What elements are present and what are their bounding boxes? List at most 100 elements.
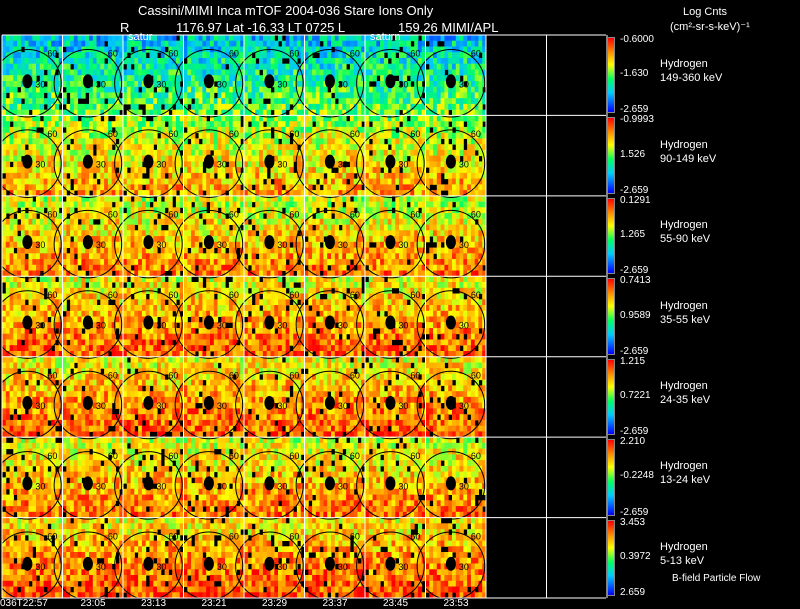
saturn-disk (82, 556, 93, 571)
ring-30 (295, 531, 365, 601)
ring-label-30: 30 (277, 240, 287, 250)
ring-label-60: 60 (289, 451, 299, 461)
energy-range-label: 149-360 keV (660, 72, 723, 85)
footnote: B-field Particle Flow (672, 573, 761, 584)
units-label: (cm²-sr-s-keV)⁻¹ (670, 21, 750, 33)
saturn-disk (203, 395, 214, 410)
ring-label-60: 60 (229, 531, 239, 541)
ring-label-30: 30 (277, 321, 287, 331)
ring-label-60: 60 (168, 210, 178, 220)
ring-label-60: 60 (289, 210, 299, 220)
saturn-disk (445, 395, 456, 410)
colorbar-min-label: -2.659 (620, 184, 649, 196)
row-label: Hydrogen 13-24 keV (660, 459, 710, 487)
ring-label-60: 60 (410, 129, 420, 139)
ring-label-60: 60 (108, 49, 118, 59)
ring-30 (53, 48, 123, 118)
position-readout: 1176.97 Lat -16.33 LT 0725 L (176, 20, 346, 35)
ring-30 (416, 48, 486, 118)
colorbar-min-label: -2.659 (620, 345, 649, 357)
ring-label-60: 60 (108, 129, 118, 139)
saturn-disk (324, 74, 335, 89)
ring-30 (174, 48, 244, 118)
ring-label-60: 60 (289, 531, 299, 541)
ring-label-60: 60 (108, 370, 118, 380)
ring-label-60: 60 (108, 531, 118, 541)
ring-label-60: 60 (289, 129, 299, 139)
ring-label-30: 30 (459, 79, 469, 89)
ring-30 (356, 129, 425, 198)
ring-label-30: 30 (96, 481, 106, 491)
saturn-disk (324, 556, 335, 571)
ring-30 (53, 531, 123, 601)
ring-label-30: 30 (156, 321, 166, 331)
ring-label-60: 60 (229, 49, 239, 59)
r-label: R (120, 20, 130, 35)
time-tick-label: 23:05 (80, 598, 106, 609)
ring-30 (174, 531, 244, 601)
ring-label-30: 30 (217, 321, 227, 331)
ring-label-60: 60 (350, 49, 360, 59)
saturn-disk (264, 476, 275, 491)
energy-range-label: 5-13 keV (660, 554, 705, 567)
ring-label-60: 60 (168, 451, 178, 461)
ring-label-30: 30 (459, 321, 469, 331)
saturn-disk (264, 235, 275, 250)
ring-30 (295, 129, 365, 198)
saturn-disk (385, 556, 396, 571)
ring-label-30: 30 (338, 401, 348, 411)
ring-label-30: 30 (338, 321, 348, 331)
row-label: Hydrogen 35-55 keV (660, 299, 710, 327)
ring-label-60: 60 (410, 290, 420, 300)
ring-label-60: 60 (229, 451, 239, 461)
ring-label-60: 60 (289, 49, 299, 59)
colorbar (607, 519, 615, 596)
ring-label-60: 60 (168, 129, 178, 139)
colorbar-min-label: 2.659 (620, 587, 646, 598)
ring-label-60: 60 (108, 210, 118, 220)
ring-label-30: 30 (35, 481, 45, 491)
ring-30 (53, 129, 123, 198)
saturn-disk (22, 154, 33, 169)
ring-label-30: 30 (459, 160, 469, 170)
ring-30 (174, 451, 244, 520)
energy-range-label: 13-24 keV (660, 474, 711, 487)
saturn-disk (143, 74, 154, 89)
ring-label-30: 30 (96, 562, 106, 572)
saturn-disk (82, 476, 93, 491)
saturn-label-1: satur (128, 31, 153, 43)
saturn-disk (203, 315, 214, 330)
species-label: Hydrogen (660, 219, 708, 232)
saturn-disk (203, 154, 214, 169)
ring-30 (416, 451, 486, 520)
ring-30 (0, 531, 62, 601)
row-label: Hydrogen 149-360 keV (660, 57, 722, 85)
ring-label-30: 30 (156, 481, 166, 491)
ring-label-30: 30 (156, 160, 166, 170)
colorbar (607, 197, 615, 275)
ring-label-60: 60 (47, 531, 57, 541)
ring-30 (356, 451, 425, 520)
ring-30 (295, 370, 365, 440)
ring-label-60: 60 (471, 451, 481, 461)
colorbar-max-label: 0.7413 (620, 275, 651, 287)
saturn-disk (203, 235, 214, 250)
time-tick-label: 23:45 (383, 598, 409, 609)
ring-label-30: 30 (35, 79, 45, 89)
ring-label-30: 30 (217, 240, 227, 250)
ring-label-30: 30 (156, 562, 166, 572)
ring-label-30: 30 (338, 79, 348, 89)
ring-30 (114, 531, 183, 601)
ring-30 (53, 370, 123, 440)
ring-label-30: 30 (459, 401, 469, 411)
ring-label-60: 60 (47, 451, 57, 461)
ring-label-30: 30 (35, 321, 45, 331)
saturn-disk (385, 315, 396, 330)
time-tick-label: 23:37 (322, 598, 348, 609)
saturn-disk (445, 74, 456, 89)
saturn-disk (385, 74, 396, 89)
saturn-disk (324, 154, 335, 169)
colorbar-min-label: -2.659 (620, 426, 649, 438)
ring-30 (295, 290, 365, 359)
ring-label-30: 30 (277, 79, 287, 89)
